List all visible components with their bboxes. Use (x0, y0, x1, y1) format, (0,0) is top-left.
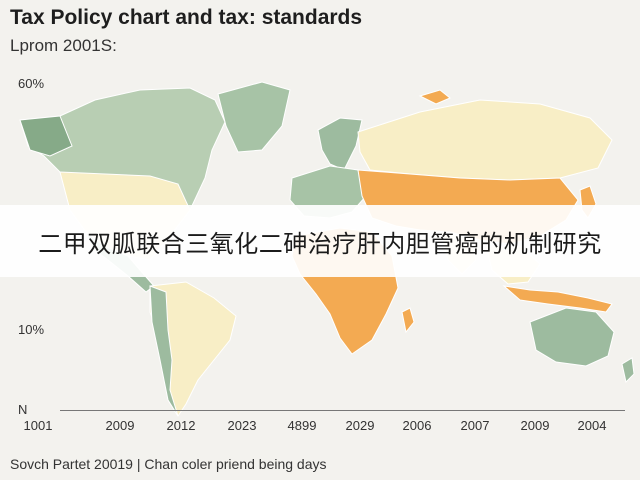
region-arctic-islands (418, 89, 451, 105)
x-tick: 2029 (345, 418, 375, 433)
region-madagascar (401, 307, 415, 334)
x-axis-line (60, 410, 625, 411)
map-subtitle: Lprom 2001S: (10, 36, 117, 55)
region-new-zealand (621, 357, 635, 383)
y-label-mid: 10% (18, 322, 45, 337)
x-tick: 2004 (577, 418, 607, 433)
y-label-bottom: N (18, 402, 28, 417)
x-tick: 2012 (166, 418, 196, 433)
banner-text: 二甲双胍联合三氧化二砷治疗肝内胆管癌的机制研究 (38, 229, 602, 258)
x-tick: 2023 (227, 418, 257, 433)
x-tick: 1001 (23, 418, 53, 433)
overlay-banner: 二甲双胍联合三氧化二砷治疗肝内胆管癌的机制研究 (0, 205, 640, 277)
region-scandinavia (317, 117, 363, 171)
x-tick: 4899 (287, 418, 317, 433)
region-greenland (217, 81, 291, 153)
region-russia (357, 99, 613, 181)
x-tick: 2006 (402, 418, 432, 433)
x-tick: 2007 (460, 418, 490, 433)
region-alaska (19, 115, 73, 157)
map-title: Tax Policy chart and tax: standards (10, 6, 363, 29)
region-south-america-west (149, 285, 179, 417)
region-australia (529, 307, 615, 367)
x-tick: 2009 (520, 418, 550, 433)
source-footer: Sovch Partet 20019 | Chan coler priend b… (10, 456, 327, 472)
x-tick: 2009 (105, 418, 135, 433)
region-indonesia (502, 285, 613, 313)
y-label-top: 60% (18, 76, 45, 91)
